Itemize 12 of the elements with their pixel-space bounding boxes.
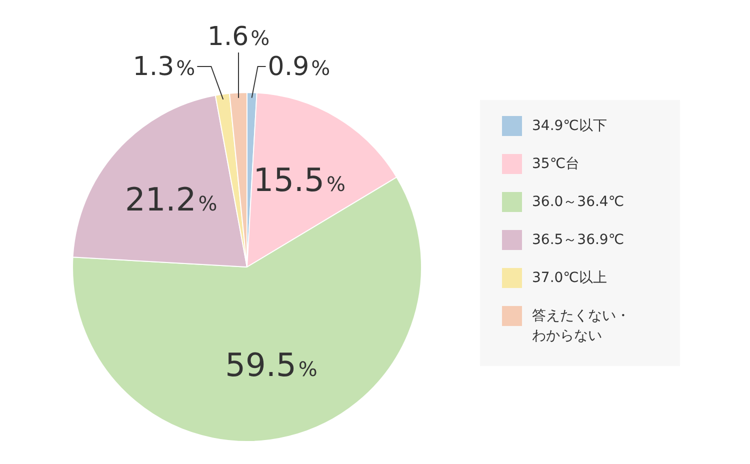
legend-label: 37.0℃以上: [532, 269, 607, 288]
legend-label: 36.0～36.4℃: [532, 193, 624, 212]
data-label: 15.5%: [253, 161, 346, 200]
legend-label: 35℃台: [532, 155, 580, 174]
data-label: 1.6%: [207, 22, 270, 52]
data-label: 1.3%: [132, 52, 196, 82]
legend-label: 34.9℃以下: [532, 117, 607, 136]
data-label: 59.5%: [225, 346, 318, 384]
legend-label: 答えたくない・わからない: [532, 307, 631, 346]
data-label: 21.2%: [124, 180, 218, 219]
legend-label: 36.5～36.9℃: [532, 231, 624, 250]
data-label: 0.9%: [268, 52, 330, 82]
